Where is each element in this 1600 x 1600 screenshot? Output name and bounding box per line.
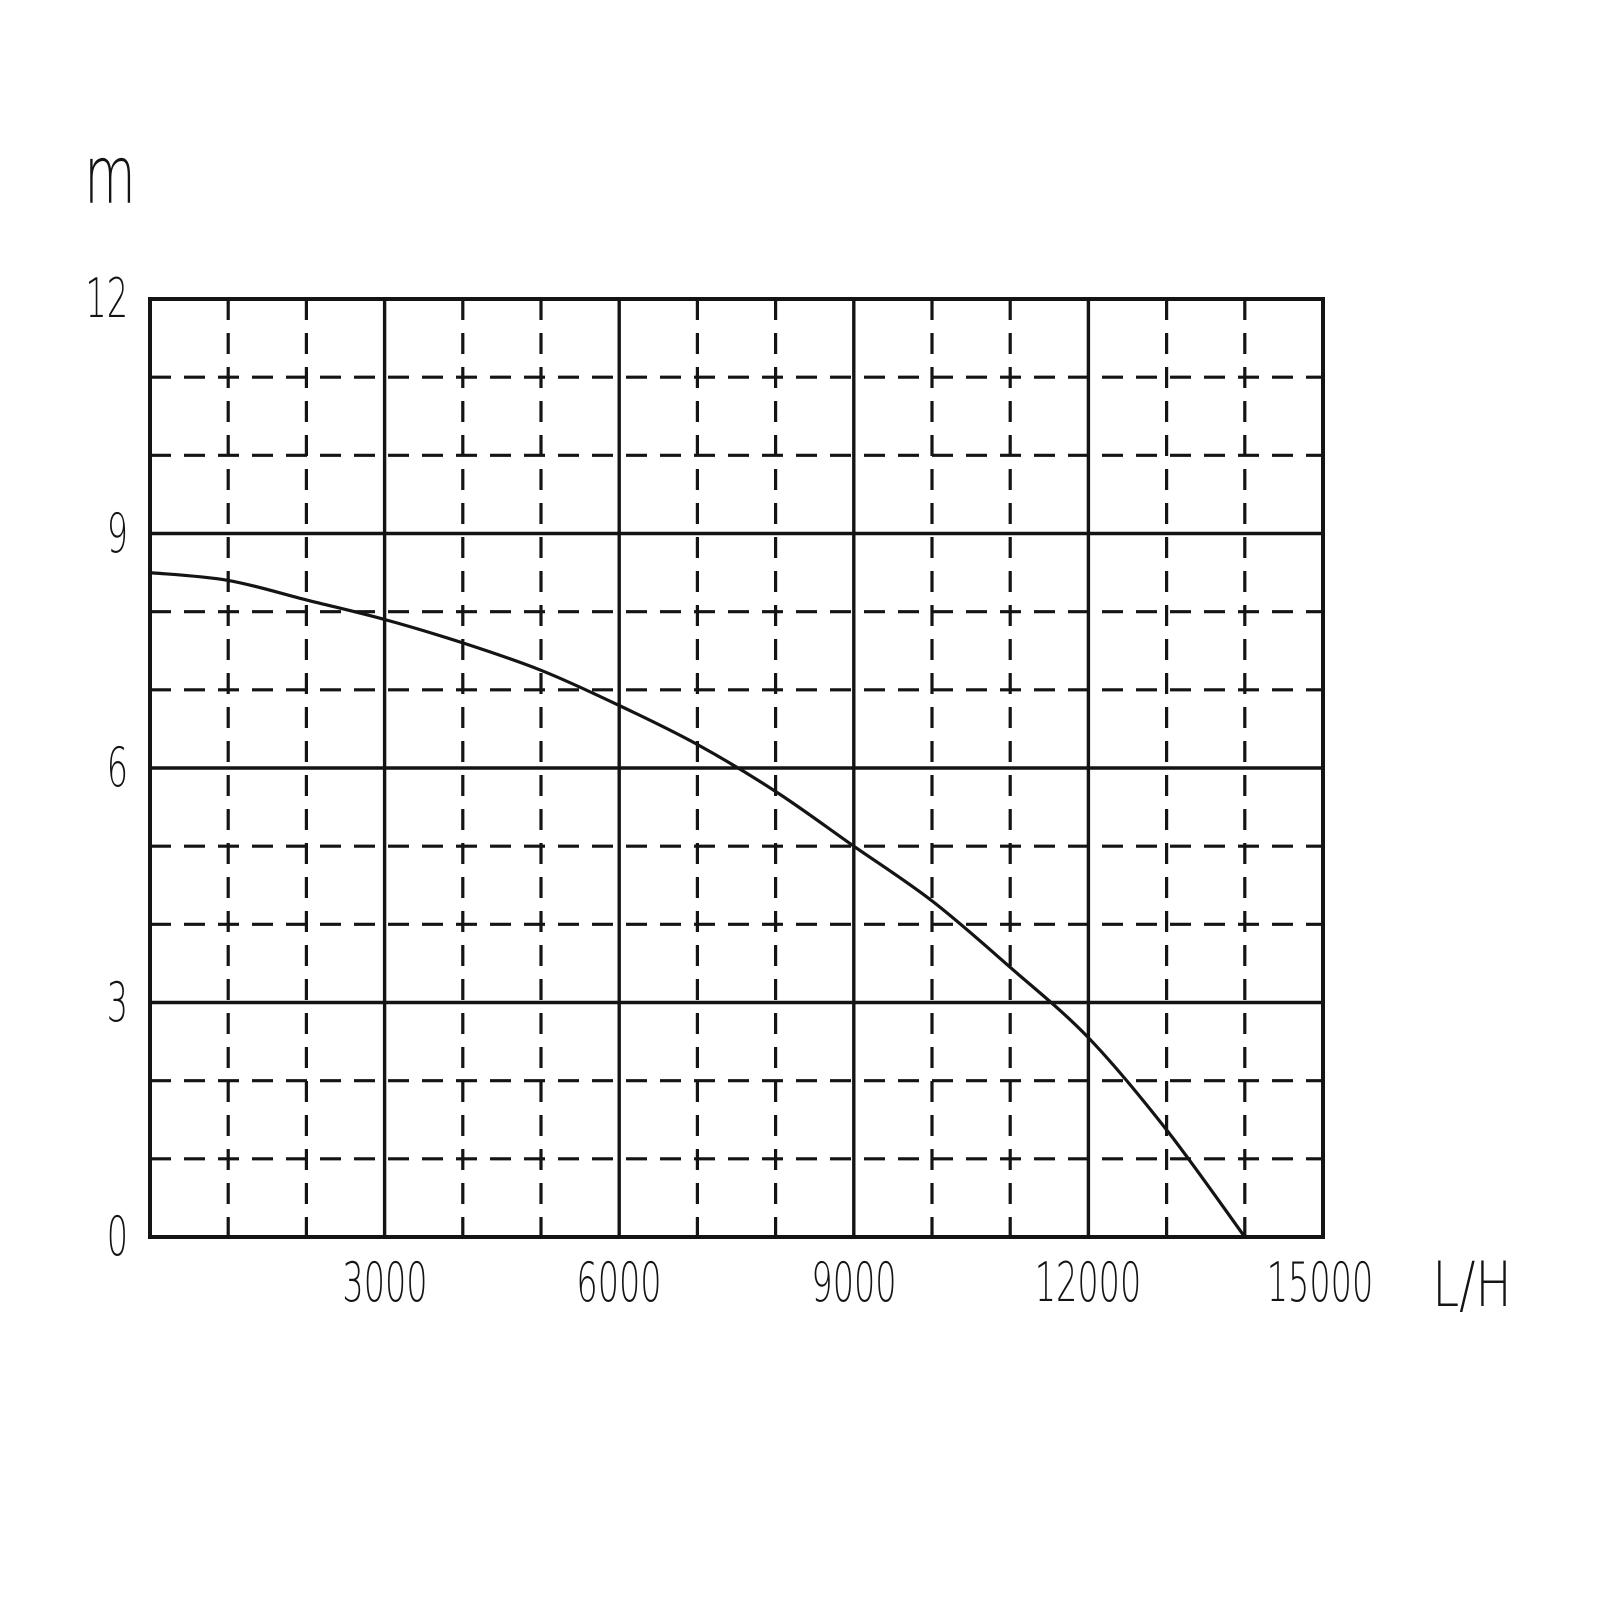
x-tick-label-15000: 15000 [1266, 1251, 1374, 1314]
x-tick-label-12000: 12000 [1034, 1251, 1142, 1314]
y-tick-label-9: 9 [106, 502, 128, 565]
x-tick-label-3000: 3000 [342, 1251, 428, 1314]
x-tick-label-6000: 6000 [576, 1251, 662, 1314]
pump-head-flow-curve [149, 571, 1247, 1238]
y-tick-label-3: 3 [106, 971, 128, 1034]
y-tick-label-12: 12 [85, 267, 128, 330]
plot-border [148, 297, 1325, 1239]
x-axis-unit-label: L/H [1432, 1248, 1512, 1321]
y-tick-label-0: 0 [106, 1205, 128, 1268]
y-tick-label-6: 6 [106, 736, 128, 799]
x-tick-label-9000: 9000 [811, 1251, 897, 1314]
y-axis-unit-label: m [84, 129, 136, 222]
